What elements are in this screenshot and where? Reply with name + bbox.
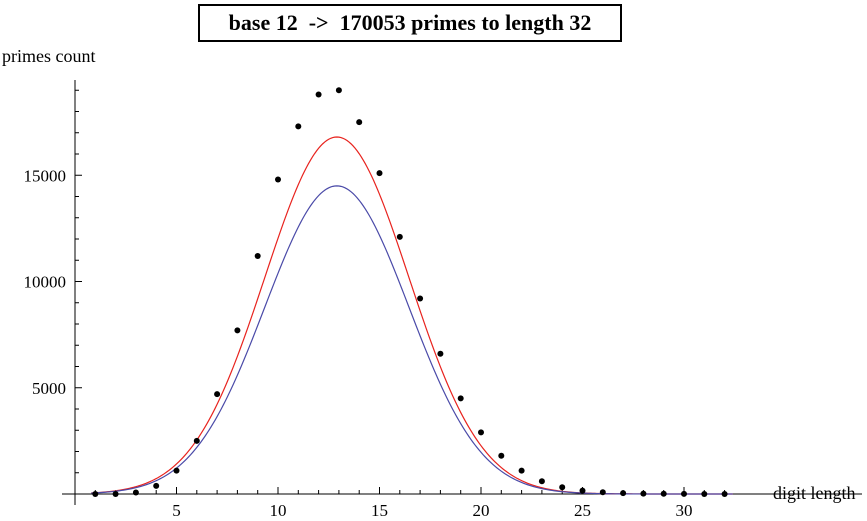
data-point xyxy=(640,490,647,497)
data-point xyxy=(437,350,444,357)
fit-curve-blue xyxy=(91,185,733,495)
data-point xyxy=(112,491,119,497)
data-point xyxy=(538,478,545,485)
y-tick-label: 5000 xyxy=(32,379,66,398)
data-point xyxy=(295,123,302,130)
data-point xyxy=(275,176,281,183)
x-axis-label: digit length xyxy=(773,483,856,503)
y-tick-label: 15000 xyxy=(24,166,67,185)
data-points xyxy=(92,87,728,497)
data-point xyxy=(478,429,484,436)
data-point xyxy=(518,467,525,474)
data-point xyxy=(660,490,667,497)
data-point xyxy=(417,295,424,302)
data-point xyxy=(498,452,505,459)
data-point xyxy=(396,233,403,240)
data-point xyxy=(153,482,160,489)
data-point xyxy=(356,119,363,126)
data-point xyxy=(559,484,566,491)
data-point xyxy=(132,489,139,496)
data-point xyxy=(254,253,261,259)
data-point xyxy=(681,490,687,497)
data-point xyxy=(193,437,200,444)
data-point xyxy=(315,91,322,98)
chart-title: base 12 -> 170053 primes to length 32 xyxy=(198,4,622,42)
x-tick-label: 5 xyxy=(172,501,181,520)
data-point xyxy=(599,489,606,496)
axes: 5 10 15 20 25 30 5000 10000 15000 xyxy=(24,80,862,520)
data-point xyxy=(214,391,221,398)
data-point xyxy=(335,87,342,94)
x-tick-label: 10 xyxy=(270,501,287,520)
data-point xyxy=(173,467,180,474)
data-point xyxy=(92,491,99,497)
x-tick-label: 25 xyxy=(574,501,591,520)
data-point xyxy=(457,395,464,402)
data-point xyxy=(234,327,241,334)
data-point xyxy=(376,170,383,177)
y-tick-label: 10000 xyxy=(24,273,67,292)
x-tick-label: 15 xyxy=(371,501,388,520)
y-axis-label: primes count xyxy=(2,46,95,66)
data-point xyxy=(620,490,627,497)
data-point xyxy=(701,490,708,497)
data-point xyxy=(721,490,728,497)
data-point xyxy=(579,487,586,494)
x-tick-label: 30 xyxy=(676,501,693,520)
x-tick-label: 20 xyxy=(473,501,490,520)
fit-curves xyxy=(91,136,733,495)
